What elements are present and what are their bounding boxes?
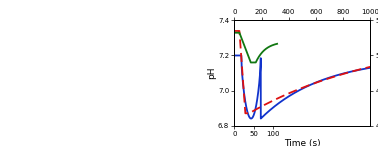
X-axis label: Time (s): Time (s) bbox=[284, 139, 321, 146]
Y-axis label: pH: pH bbox=[207, 67, 216, 79]
